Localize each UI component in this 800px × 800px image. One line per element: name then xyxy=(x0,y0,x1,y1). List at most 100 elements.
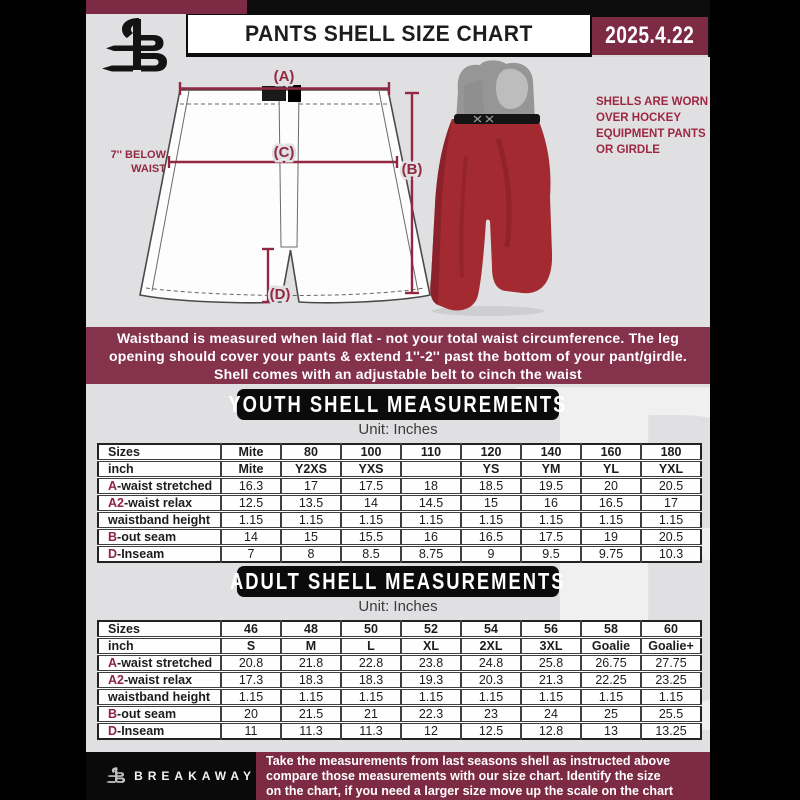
table-row: Sizes Mite 80 100 110 120 140 160 180 xyxy=(98,444,701,462)
size-value-cell: 27.75 xyxy=(640,654,701,673)
belt-buckle xyxy=(262,86,286,101)
size-value-cell: 16.3 xyxy=(220,477,281,496)
size-value-cell: 1.15 xyxy=(400,688,461,707)
footer-logo-icon xyxy=(106,767,126,783)
size-value-cell: 1.15 xyxy=(460,688,521,707)
table-row: A2-waist relax 12.5 13.5 14 14.5 15 16 16.5 17 xyxy=(98,494,701,513)
below-waist-line1: 7'' BELOW xyxy=(111,149,167,161)
row-label-text: waistband height xyxy=(108,513,211,527)
size-value-cell: 20.5 xyxy=(640,477,701,496)
size-value-cell: 14 xyxy=(340,494,401,513)
size-value-cell: 18 xyxy=(400,477,461,496)
size-value-cell: 16 xyxy=(520,494,581,513)
header-accent-strip xyxy=(86,0,247,14)
size-value-cell: 8.5 xyxy=(340,545,401,562)
size-value-cell: 20.5 xyxy=(640,528,701,547)
row-label-prefix: D xyxy=(108,547,118,561)
youth-size-table: Sizes Mite 80 100 110 120 140 160 180 inch Mite Y2X… xyxy=(97,443,702,563)
table-row: inch S M L XL 2XL 3XL Goalie Goalie+ xyxy=(98,637,701,656)
size-value-cell: 12.5 xyxy=(220,494,281,513)
size-value-cell: 1.15 xyxy=(340,511,401,530)
footer-brand-block: BREAKAWAY xyxy=(86,752,256,800)
size-value-cell: Mite xyxy=(220,444,281,462)
size-value-cell: 9.5 xyxy=(520,545,581,562)
size-value-cell: 13.5 xyxy=(280,494,341,513)
size-value-cell: 9.75 xyxy=(580,545,641,562)
row-label: A2-waist relax xyxy=(98,494,221,513)
size-value-cell: 26.75 xyxy=(580,654,641,673)
size-value-cell: 140 xyxy=(520,444,581,462)
title-bar: PANTS SHELL SIZE CHART xyxy=(188,15,590,53)
table-row: waistband height 1.15 1.15 1.15 1.15 1.15 1.15… xyxy=(98,688,701,707)
size-value-cell: 24.8 xyxy=(460,654,521,673)
size-value-cell: YM xyxy=(520,460,581,479)
row-label-prefix: A xyxy=(108,479,118,493)
size-value-cell: 120 xyxy=(460,444,521,462)
size-value-cell: 8.75 xyxy=(400,545,461,562)
size-value-cell: 16.5 xyxy=(580,494,641,513)
size-value-cell: 17.3 xyxy=(220,671,281,690)
row-label-text: -waist stretched xyxy=(117,656,213,670)
size-value-cell: 17.5 xyxy=(340,477,401,496)
size-value-cell: 14 xyxy=(220,528,281,547)
info-banner-line2: opening should cover your pants & extend… xyxy=(109,347,687,364)
size-value-cell: 1.15 xyxy=(640,511,701,530)
row-label-prefix: A2 xyxy=(108,673,124,687)
size-value-cell: 60 xyxy=(640,621,701,639)
table-row: inch Mite Y2XS YXS YS YM YL YXL xyxy=(98,460,701,479)
table-row: A-waist stretched 16.3 17 17.5 18 18.5 19.5 20 2… xyxy=(98,477,701,496)
measurement-diagram: (A) (C) (B) (D) 7'' BELOW WAIST xyxy=(111,60,708,316)
size-value-cell: 58 xyxy=(580,621,641,639)
size-value-cell: 1.15 xyxy=(460,511,521,530)
footer-instructions: Take the measurements from last seasons … xyxy=(256,752,710,800)
row-label-text: -out seam xyxy=(117,530,177,544)
size-value-cell: 21.8 xyxy=(280,654,341,673)
table-row: Sizes 46 48 50 52 54 56 58 60 xyxy=(98,621,701,639)
size-value-cell: 52 xyxy=(400,621,461,639)
size-value-cell: 18.3 xyxy=(280,671,341,690)
shell-note: SHELLS ARE WORN OVER HOCKEY EQUIPMENT PA… xyxy=(596,96,708,156)
row-label: A-waist stretched xyxy=(98,654,221,673)
row-label-prefix: A xyxy=(108,656,118,670)
breakaway-logo-icon xyxy=(102,14,174,87)
adult-section-title: ADULT SHELL MEASUREMENTS xyxy=(230,568,566,594)
row-label: A-waist stretched xyxy=(98,477,221,496)
youth-unit-label: Unit: Inches xyxy=(358,421,438,438)
shell-note-line2: OVER HOCKEY xyxy=(596,112,681,124)
size-value-cell: 1.15 xyxy=(580,511,641,530)
row-label-prefix: B xyxy=(108,530,118,544)
row-label-prefix: A2 xyxy=(108,496,124,510)
row-label-text: -Inseam xyxy=(117,724,165,738)
page-title: PANTS SHELL SIZE CHART xyxy=(245,21,533,46)
footer-line3: on the chart, if you need a larger size … xyxy=(266,783,674,798)
size-value-cell: 17 xyxy=(640,494,701,513)
size-value-cell: 15.5 xyxy=(340,528,401,547)
table-row: D-Inseam 7 8 8.5 8.75 9 9.5 9.75 10.3 xyxy=(98,545,701,562)
adult-unit-label: Unit: Inches xyxy=(358,598,438,615)
size-value-cell: 21.5 xyxy=(280,705,341,724)
row-label: B-out seam xyxy=(98,705,221,724)
measure-label-d: (D) xyxy=(270,286,291,303)
date-badge: 2025.4.22 xyxy=(592,17,708,55)
size-value-cell: S xyxy=(220,637,281,656)
size-value-cell: 100 xyxy=(340,444,401,462)
size-value-cell: 1.15 xyxy=(280,511,341,530)
size-value-cell: 20 xyxy=(220,705,281,724)
size-value-cell: 14.5 xyxy=(400,494,461,513)
measure-label-c: (C) xyxy=(274,144,295,161)
size-value-cell: 22.25 xyxy=(580,671,641,690)
size-value-cell: Mite xyxy=(220,460,281,479)
size-value-cell: XL xyxy=(400,637,461,656)
size-value-cell: 8 xyxy=(280,545,341,562)
adult-size-table: Sizes 46 48 50 52 54 56 58 60 inch S M L XL 2XL 3XL Goal… xyxy=(97,620,702,740)
size-value-cell: M xyxy=(280,637,341,656)
size-value-cell: 9 xyxy=(460,545,521,562)
size-value-cell: 24 xyxy=(520,705,581,724)
table-row: B-out seam 20 21.5 21 22.3 23 24 25 25.5 xyxy=(98,705,701,724)
info-banner: Waistband is measured when laid flat - n… xyxy=(86,327,710,384)
row-label-text: inch xyxy=(108,462,134,476)
size-value-cell: 1.15 xyxy=(400,511,461,530)
row-label-text: -waist stretched xyxy=(117,479,213,493)
size-value-cell: 50 xyxy=(340,621,401,639)
table-row: B-out seam 14 15 15.5 16 16.5 17.5 19 20.5 xyxy=(98,528,701,547)
